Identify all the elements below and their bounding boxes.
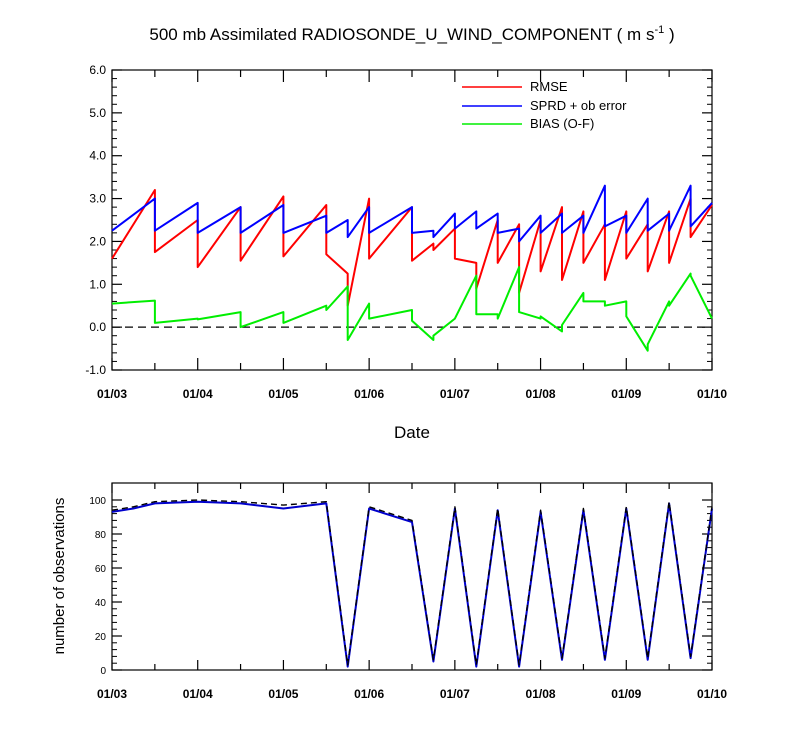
top-panel: 01/03 01/04 01/05 01/06 01/07 01/08 01/09 01/10… bbox=[85, 63, 727, 442]
top-xtick-label: 01/03 bbox=[97, 387, 127, 401]
bottom-xtick-label: 01/09 bbox=[611, 687, 641, 701]
top-xtick-label: 01/05 bbox=[268, 387, 298, 401]
top-xtick-label: 01/04 bbox=[183, 387, 213, 401]
bottom-xtick-label: 01/10 bbox=[697, 687, 727, 701]
top-series-group bbox=[111, 184, 713, 352]
bottom-xtick-label: 01/04 bbox=[183, 687, 213, 701]
bottom-ytick-label: 0 bbox=[100, 666, 106, 677]
bottom-ytick-label: 80 bbox=[95, 530, 107, 541]
legend-label-sprd: SPRD + ob error bbox=[530, 98, 627, 113]
top-axes: 01/03 01/04 01/05 01/06 01/07 01/08 01/09 01/10… bbox=[85, 63, 727, 401]
top-ytick-label: 5.0 bbox=[89, 106, 106, 120]
top-xtick-label: 01/10 bbox=[697, 387, 727, 401]
plot-frame-bottom bbox=[111, 482, 713, 671]
bottom-ytick-label: 100 bbox=[89, 496, 106, 507]
bottom-xtick-label: 01/05 bbox=[268, 687, 298, 701]
top-ytick-label: 0.0 bbox=[89, 320, 106, 334]
bottom-ytick-label: 40 bbox=[95, 598, 107, 609]
bottom-ytick-label: 20 bbox=[95, 632, 107, 643]
legend: RMSE SPRD + ob error BIAS (O-F) bbox=[462, 79, 627, 131]
legend-label-rmse: RMSE bbox=[530, 79, 568, 94]
top-ytick-label: 1.0 bbox=[89, 277, 106, 291]
bottom-panel: 01/03 01/04 01/05 01/06 01/07 01/08 01/09 01/10… bbox=[51, 482, 727, 701]
bottom-series-group bbox=[111, 499, 713, 668]
chart-title: 500 mb Assimilated RADIOSONDE_U_WIND_COM… bbox=[149, 24, 674, 44]
legend-label-bias: BIAS (O-F) bbox=[530, 116, 594, 131]
top-ytick-label: 6.0 bbox=[89, 63, 106, 77]
top-xtick-label: 01/09 bbox=[611, 387, 641, 401]
bottom-axes: 01/03 01/04 01/05 01/06 01/07 01/08 01/09 01/10… bbox=[89, 483, 727, 701]
top-ytick-label: 4.0 bbox=[89, 149, 106, 163]
top-ytick-label: 3.0 bbox=[89, 192, 106, 206]
top-ytick-label: 2.0 bbox=[89, 234, 106, 248]
bottom-xtick-label: 01/07 bbox=[440, 687, 470, 701]
bottom-xtick-label: 01/03 bbox=[97, 687, 127, 701]
top-series-sprd-ob-error bbox=[111, 184, 713, 243]
x-axis-title: Date bbox=[394, 423, 430, 442]
bottom-series-used bbox=[111, 500, 713, 668]
y-axis-title-bottom: number of observations bbox=[51, 498, 68, 655]
top-xtick-label: 01/08 bbox=[526, 387, 556, 401]
top-ytick-label: -1.0 bbox=[85, 363, 106, 377]
bottom-xtick-label: 01/08 bbox=[526, 687, 556, 701]
bottom-ytick-label: 60 bbox=[95, 564, 107, 575]
top-xtick-label: 01/07 bbox=[440, 387, 470, 401]
top-xtick-label: 01/06 bbox=[354, 387, 384, 401]
bottom-series-possible bbox=[111, 499, 713, 666]
top-series-bias-o-f bbox=[111, 266, 713, 352]
bottom-xtick-label: 01/06 bbox=[354, 687, 384, 701]
